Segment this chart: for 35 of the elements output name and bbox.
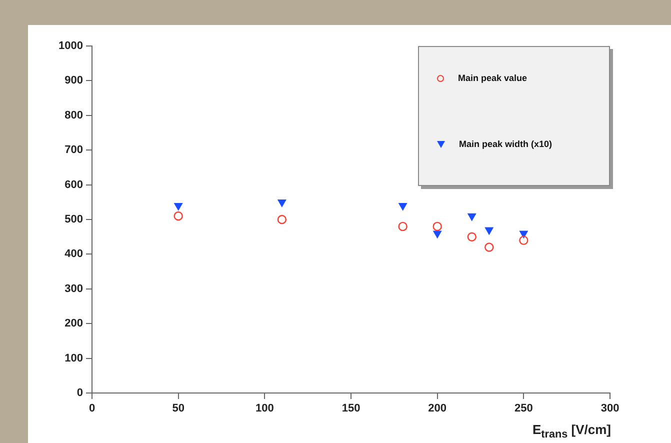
point xyxy=(485,227,494,235)
point xyxy=(467,232,476,242)
point xyxy=(278,200,286,207)
legend-label: Main peak value xyxy=(458,73,528,83)
y-tick-label: 700 xyxy=(64,144,83,156)
point xyxy=(174,203,182,210)
y-tick-label: 1000 xyxy=(58,40,83,52)
point xyxy=(468,213,476,221)
x-tick-label: 100 xyxy=(255,402,274,415)
y-tick-label: 600 xyxy=(64,178,83,191)
x-axis-title: E$_{trans}$ [V/cm] xyxy=(532,422,611,441)
y-tick-label: 0 xyxy=(76,387,83,400)
point xyxy=(398,222,408,232)
y-tick-label: 500 xyxy=(64,214,83,226)
point xyxy=(484,242,494,252)
x-tick-label: 200 xyxy=(428,402,447,415)
point xyxy=(174,211,183,221)
x-tick-label: 0 xyxy=(88,402,96,415)
point xyxy=(520,230,528,238)
x-tick-label: 50 xyxy=(172,402,184,415)
x-tick-label: 150 xyxy=(342,402,360,415)
y-tick-label: 400 xyxy=(64,248,83,260)
y-tick-label: 300 xyxy=(64,282,83,295)
point xyxy=(398,203,407,210)
y-tick-label: 900 xyxy=(64,74,83,87)
legend-label: Main peak width (x10) xyxy=(459,139,552,149)
x-tick-label: 300 xyxy=(600,402,620,415)
y-tick-label: 100 xyxy=(64,352,83,364)
point xyxy=(432,222,442,232)
point xyxy=(519,236,528,245)
y-tick-label: 800 xyxy=(64,109,83,122)
x-tick-label: 250 xyxy=(514,402,533,415)
y-tick-label: 200 xyxy=(64,318,83,330)
point xyxy=(433,230,442,238)
point xyxy=(277,214,287,224)
